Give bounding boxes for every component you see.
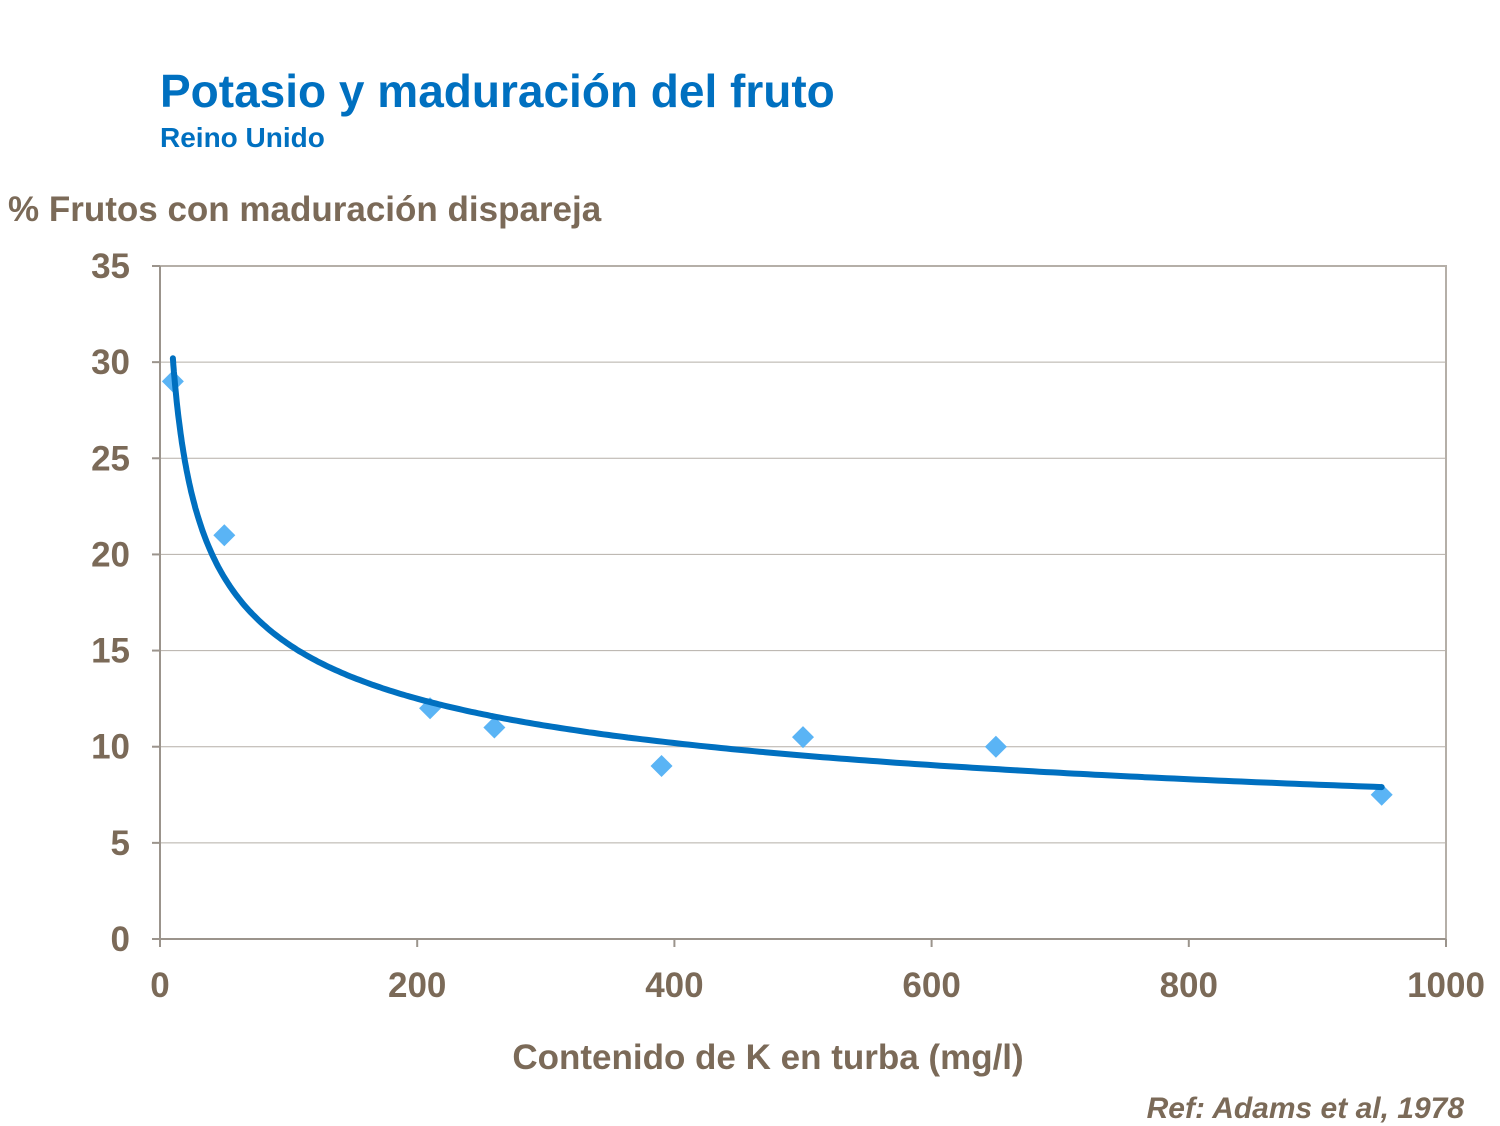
chart-subtitle: Reino Unido: [160, 122, 325, 153]
y-tick-label: 0: [111, 920, 130, 959]
x-tick-label: 1000: [1407, 966, 1485, 1005]
data-point: [792, 726, 814, 749]
x-tick-label: 0: [150, 966, 169, 1005]
data-point: [984, 735, 1007, 758]
plot-frame: [159, 265, 1447, 940]
y-axis-label: % Frutos con maduración dispareja: [8, 190, 602, 229]
y-tick-label: 35: [91, 247, 130, 286]
x-tick-label: 200: [388, 966, 446, 1005]
trendline: [169, 355, 1385, 791]
data-point: [213, 524, 236, 547]
x-tick-label: 400: [645, 966, 703, 1005]
y-tick-label: 25: [91, 439, 130, 478]
data-point: [650, 754, 673, 777]
chart-title: Potasio y maduración del fruto: [160, 65, 835, 117]
y-tick-label: 20: [91, 535, 130, 574]
x-axis-label: Contenido de K en turba (mg/l): [512, 1038, 1024, 1077]
data-point: [483, 716, 506, 739]
y-tick-label: 15: [91, 632, 130, 671]
x-tick-label: 800: [1160, 966, 1218, 1005]
y-tick-label: 30: [91, 343, 130, 382]
reference-annotation: Ref: Adams et al, 1978: [1146, 1092, 1464, 1125]
y-tick-label: 10: [91, 728, 130, 767]
x-tick-label: 600: [902, 966, 960, 1005]
y-tick-label: 5: [111, 824, 130, 863]
